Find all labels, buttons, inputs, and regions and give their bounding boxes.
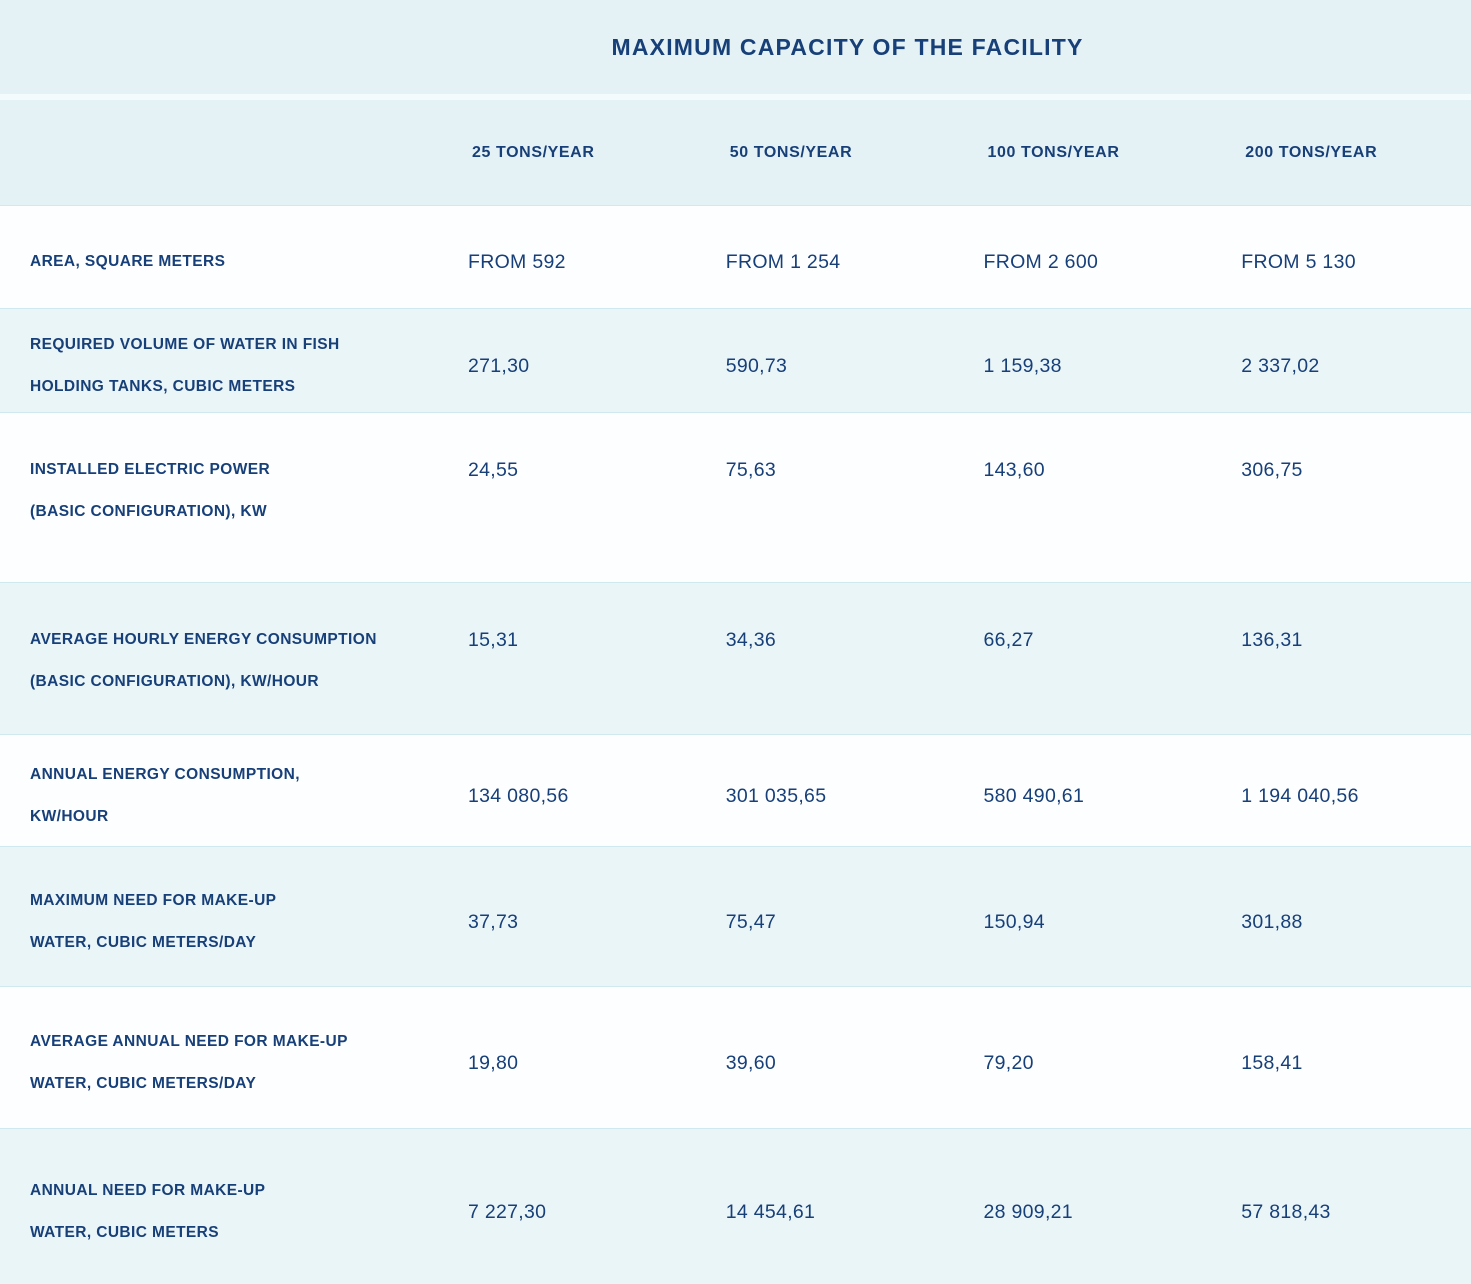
row-value: 2 337,02 [1241,354,1320,377]
row-label: MAXIMUM NEED FOR MAKE-UP WATER, CUBIC ME… [30,891,277,951]
table-row-max-makeup-water: MAXIMUM NEED FOR MAKE-UP WATER, CUBIC ME… [0,846,1471,986]
row-value: 1 194 040,56 [1241,784,1359,807]
row-value: 75,47 [725,910,777,933]
column-header-200-tons: 200 TONS/YEAR [1245,143,1378,161]
table-row-water-volume: REQUIRED VOLUME OF WATER IN FISH HOLDING… [0,308,1471,412]
row-value: 37,73 [468,910,519,933]
row-value: 158,41 [1241,1051,1303,1074]
row-value: 150,94 [983,910,1045,933]
row-value: 75,63 [725,459,777,481]
table-row-annual-energy: ANNUAL ENERGY CONSUMPTION, KW/HOUR 134 0… [0,734,1471,846]
row-value: 15,31 [468,629,519,651]
row-value: 580 490,61 [983,784,1085,807]
column-header-25-tons: 25 TONS/YEAR [472,143,595,161]
row-value: FROM 592 [468,251,566,273]
row-value: 57 818,43 [1241,1200,1331,1223]
column-header-100-tons: 100 TONS/YEAR [987,143,1120,161]
row-value: 66,27 [983,629,1034,651]
row-value: 28 909,21 [983,1200,1073,1223]
row-value: 19,80 [468,1051,519,1074]
table-row-electric-power: INSTALLED ELECTRIC POWER (BASIC CONFIGUR… [0,412,1471,582]
row-value: 1 159,38 [983,354,1062,377]
table-title-band: MAXIMUM CAPACITY OF THE FACILITY [0,0,1471,100]
row-value: 34,36 [725,629,777,651]
row-value: 14 454,61 [725,1200,816,1223]
row-value: 301,88 [1241,910,1303,933]
table-row-annual-makeup-water: ANNUAL NEED FOR MAKE-UP WATER, CUBIC MET… [0,1128,1471,1284]
table-row-area: AREA, SQUARE METERS FROM 592 FROM 1 254 … [0,205,1471,308]
row-label: AVERAGE ANNUAL NEED FOR MAKE-UP WATER, C… [30,1032,348,1092]
table-title: MAXIMUM CAPACITY OF THE FACILITY [611,33,1084,60]
row-label: AREA, SQUARE METERS [30,253,226,270]
row-value: 24,55 [468,459,519,481]
row-value: 7 227,30 [468,1200,547,1223]
row-value: 143,60 [983,459,1045,481]
column-header-50-tons: 50 TONS/YEAR [729,143,853,161]
table-row-hourly-energy: AVERAGE HOURLY ENERGY CONSUMPTION (BASIC… [0,582,1471,734]
row-value: 39,60 [725,1051,777,1074]
row-label: REQUIRED VOLUME OF WATER IN FISH HOLDING… [30,335,340,395]
row-value: 79,20 [983,1051,1034,1074]
row-label: ANNUAL NEED FOR MAKE-UP WATER, CUBIC MET… [30,1181,266,1241]
table-header-row: 25 TONS/YEAR 50 TONS/YEAR 100 TONS/YEAR … [0,100,1471,205]
row-value: FROM 5 130 [1241,251,1356,273]
row-value: 271,30 [468,354,530,377]
table-row-avg-annual-makeup-water: AVERAGE ANNUAL NEED FOR MAKE-UP WATER, C… [0,986,1471,1128]
row-value: 590,73 [725,354,788,377]
row-label: ANNUAL ENERGY CONSUMPTION, KW/HOUR [30,765,300,825]
row-value: 306,75 [1241,459,1303,481]
row-value: 134 080,56 [468,784,569,807]
row-value: 301 035,65 [725,784,827,807]
row-value: FROM 2 600 [983,251,1099,273]
row-label: INSTALLED ELECTRIC POWER (BASIC CONFIGUR… [30,461,271,520]
row-value: FROM 1 254 [725,251,841,273]
row-value: 136,31 [1241,629,1303,651]
row-label: AVERAGE HOURLY ENERGY CONSUMPTION (BASIC… [30,631,377,690]
